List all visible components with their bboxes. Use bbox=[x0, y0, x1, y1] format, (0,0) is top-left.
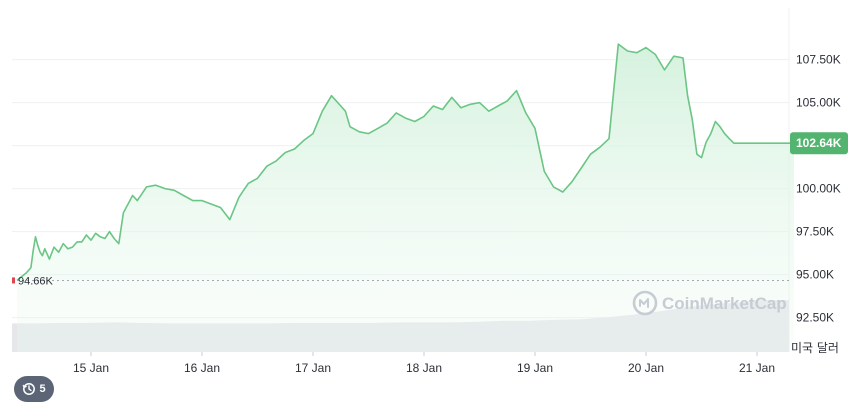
x-tick-label: 18 Jan bbox=[406, 361, 442, 375]
history-button[interactable]: 5 bbox=[14, 376, 54, 402]
watermark: CoinMarketCap bbox=[632, 290, 787, 316]
currency-unit-label: 미국 달러 bbox=[791, 341, 839, 355]
open-price-line: 94.66K bbox=[12, 275, 789, 287]
y-tick-label: 95.00K bbox=[796, 268, 834, 282]
y-tick-label: 97.50K bbox=[796, 225, 834, 239]
y-tick-label: 107.50K bbox=[796, 53, 841, 67]
x-tick-label: 16 Jan bbox=[184, 361, 220, 375]
x-tick-label: 20 Jan bbox=[628, 361, 664, 375]
x-tick-label: 21 Jan bbox=[739, 361, 775, 375]
x-tick-label: 17 Jan bbox=[295, 361, 331, 375]
price-area-fill bbox=[17, 44, 794, 352]
y-tick-label: 100.00K bbox=[796, 182, 841, 196]
x-axis: 15 Jan 16 Jan 17 Jan 18 Jan 19 Jan 20 Jan 21 J… bbox=[73, 352, 775, 375]
y-axis: 107.50K105.00K102.50K100.00K97.50K95.00K… bbox=[790, 53, 848, 325]
coinmarketcap-logo-icon bbox=[632, 290, 658, 316]
price-area bbox=[16, 43, 794, 352]
y-tick-label: 92.50K bbox=[796, 311, 834, 325]
current-price-label: 102.64K bbox=[796, 136, 842, 150]
y-tick-label: 105.00K bbox=[796, 96, 841, 110]
current-price-badge bbox=[790, 132, 848, 155]
price-line bbox=[16, 43, 794, 282]
history-count: 5 bbox=[39, 383, 46, 395]
watermark-text: CoinMarketCap bbox=[662, 294, 787, 313]
x-tick-label: 19 Jan bbox=[517, 361, 553, 375]
open-price-marker bbox=[12, 277, 15, 284]
history-icon bbox=[23, 383, 36, 395]
x-tick-label: 15 Jan bbox=[73, 361, 109, 375]
open-price-label: 94.66K bbox=[18, 275, 54, 287]
